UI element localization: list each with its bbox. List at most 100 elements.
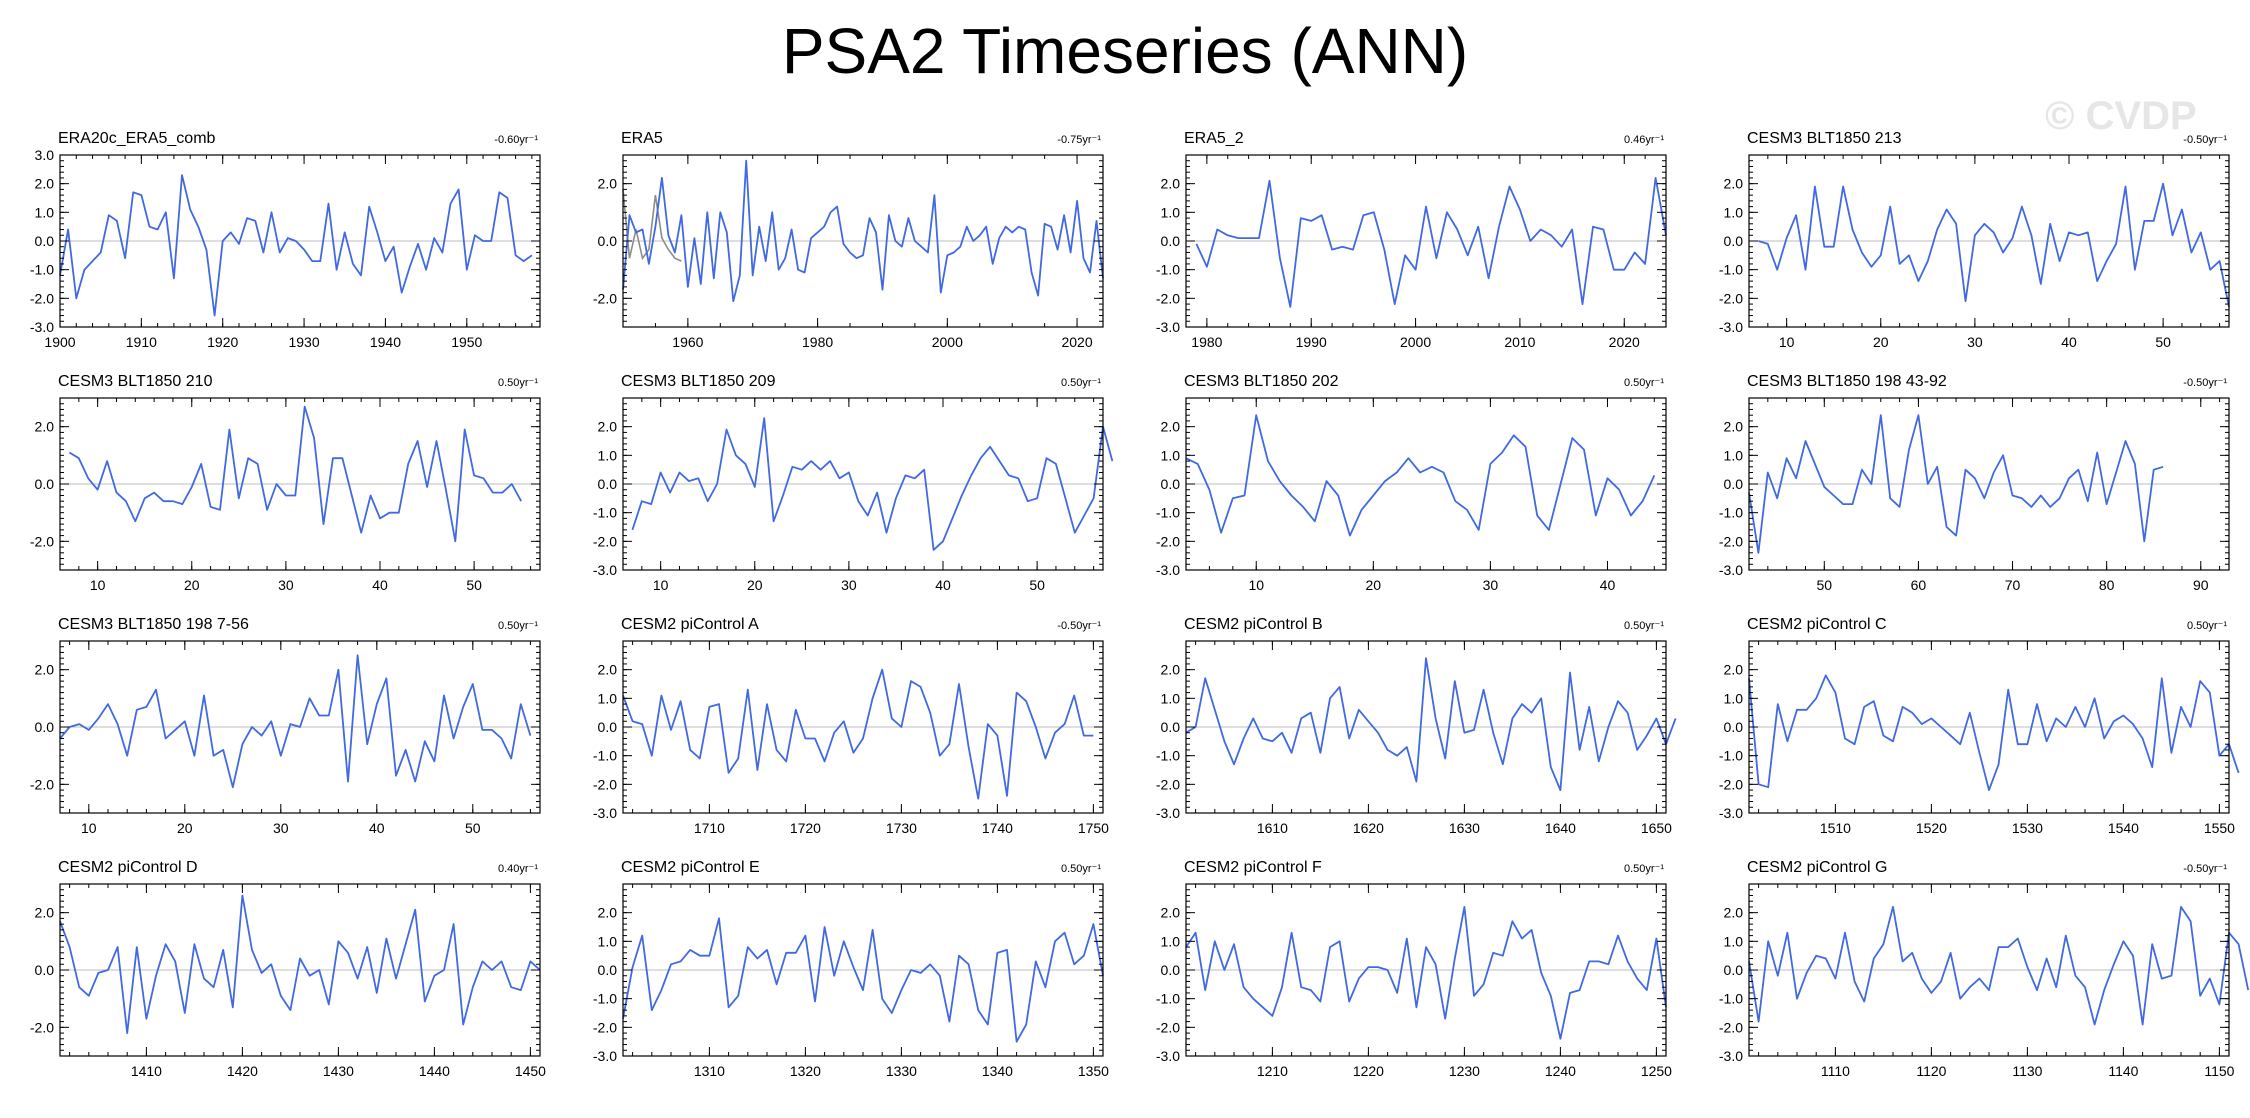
- x-tick-label: 1250: [1641, 1063, 1672, 1079]
- panel-16: CESM2 piControl G -0.50yr⁻¹ 1110 1120 1130 11…: [1719, 859, 2250, 1079]
- y-tick-label: -2.0: [1719, 533, 1743, 549]
- y-tick-label: -2.0: [1156, 1019, 1180, 1035]
- x-tick-label: 1150: [2204, 1063, 2234, 1079]
- y-tick-label: 0.0: [598, 719, 618, 735]
- y-tick-label: 0.0: [598, 233, 618, 249]
- x-tick-label: 1550: [2204, 820, 2235, 836]
- panel-frame: [1185, 640, 1667, 814]
- x-tick-label: 1520: [1916, 820, 1947, 836]
- y-tick-label: 2.0: [35, 662, 55, 678]
- x-tick-label: 1620: [1353, 820, 1384, 836]
- y-tick-label: 2.0: [598, 662, 618, 678]
- y-tick-label: -3.0: [1719, 562, 1743, 578]
- y-tick-label: 0.0: [35, 962, 55, 978]
- panel-title: CESM2 piControl C: [1747, 616, 1887, 633]
- y-tick-label: 2.0: [598, 176, 618, 192]
- series-line: [622, 917, 1104, 1043]
- x-tick-label: 1410: [131, 1063, 162, 1079]
- panel-5: CESM3 BLT1850 210 0.50yr⁻¹ 10 20 30 40 50 -2.0 0…: [30, 373, 541, 593]
- panel-frame: [1748, 883, 2230, 1057]
- x-tick-label: 50: [1817, 577, 1833, 593]
- x-tick-label: 1730: [886, 820, 917, 836]
- series-line: [631, 417, 1114, 551]
- y-tick-label: -2.0: [1156, 290, 1180, 306]
- panel-8: CESM3 BLT1850 198 43-92 -0.50yr⁻¹ 50 60 70 80…: [1719, 373, 2230, 593]
- x-tick-label: 10: [653, 577, 669, 593]
- panel-3: ERA5_2 0.46yr⁻¹ 1980 1990 2000 2010 2020 -3.0 -2…: [1156, 130, 1667, 350]
- y-tick-label: 2.0: [1724, 419, 1744, 435]
- y-tick-label: -3.0: [1156, 805, 1180, 821]
- y-tick-label: -1.0: [1156, 505, 1180, 521]
- x-tick-label: 1110: [1821, 1063, 1850, 1079]
- panel-frame: [1185, 154, 1667, 328]
- panel-title: CESM3 BLT1850 202: [1184, 373, 1339, 390]
- panel-6: CESM3 BLT1850 209 0.50yr⁻¹ 10 20 30 40 50 -3.0 -…: [593, 373, 1114, 593]
- y-tick-label: 1.0: [35, 204, 55, 220]
- y-tick-label: -2.0: [30, 1019, 54, 1035]
- panel-trend: -0.50yr⁻¹: [2183, 377, 2227, 389]
- y-tick-label: -1.0: [1719, 262, 1743, 278]
- panel-title: ERA20c_ERA5_comb: [58, 130, 216, 147]
- y-tick-label: 0.0: [598, 476, 618, 492]
- x-tick-label: 1650: [1641, 820, 1672, 836]
- y-tick-label: -2.0: [593, 1019, 617, 1035]
- panel-frame: [59, 154, 541, 328]
- panel-title: ERA5: [621, 130, 663, 147]
- x-tick-label: 1420: [227, 1063, 258, 1079]
- x-tick-label: 2010: [1504, 334, 1535, 350]
- series-line: [1758, 182, 2230, 308]
- panel-frame: [622, 154, 1104, 328]
- y-tick-label: -3.0: [1156, 319, 1180, 335]
- y-tick-label: 0.0: [35, 719, 55, 735]
- series-line: [68, 405, 522, 543]
- x-tick-label: 20: [747, 577, 763, 593]
- panel-frame: [1748, 397, 2230, 571]
- y-tick-label: 0.0: [1724, 233, 1744, 249]
- x-tick-label: 30: [841, 577, 857, 593]
- x-tick-label: 1980: [802, 334, 833, 350]
- x-tick-label: 1350: [1078, 1063, 1109, 1079]
- panel-14: CESM2 piControl E 0.50yr⁻¹ 1310 1320 1330 134…: [593, 859, 1109, 1079]
- x-tick-label: 1920: [207, 334, 238, 350]
- x-tick-label: 1130: [2012, 1063, 2042, 1079]
- panel-trend: 0.50yr⁻¹: [498, 620, 538, 632]
- x-tick-label: 1330: [886, 1063, 917, 1079]
- x-tick-label: 1930: [288, 334, 319, 350]
- x-tick-label: 40: [935, 577, 951, 593]
- y-tick-label: 0.0: [35, 233, 55, 249]
- y-tick-label: -1.0: [593, 505, 617, 521]
- x-tick-label: 2000: [932, 334, 963, 350]
- x-tick-label: 10: [1779, 334, 1795, 350]
- y-tick-label: -3.0: [1719, 1048, 1743, 1064]
- y-tick-label: -1.0: [1719, 748, 1743, 764]
- x-tick-label: 1310: [694, 1063, 725, 1079]
- x-tick-label: 20: [1873, 334, 1889, 350]
- panel-trend: 0.50yr⁻¹: [1624, 620, 1664, 632]
- x-tick-label: 1540: [2108, 820, 2139, 836]
- y-tick-label: -2.0: [593, 290, 617, 306]
- series-line: [59, 654, 532, 789]
- series-line: [59, 174, 533, 317]
- x-tick-label: 40: [369, 820, 385, 836]
- x-tick-label: 40: [2061, 334, 2077, 350]
- y-tick-label: -2.0: [1719, 1019, 1743, 1035]
- x-tick-label: 1430: [323, 1063, 354, 1079]
- y-tick-label: 0.0: [1161, 476, 1181, 492]
- panel-trend: -0.50yr⁻¹: [1057, 620, 1101, 632]
- x-tick-label: 80: [2099, 577, 2115, 593]
- x-tick-label: 1900: [44, 334, 75, 350]
- x-tick-label: 10: [81, 820, 97, 836]
- y-tick-label: -1.0: [30, 262, 54, 278]
- y-tick-label: -1.0: [1719, 991, 1743, 1007]
- x-tick-label: 1640: [1545, 820, 1576, 836]
- y-tick-label: 2.0: [1161, 905, 1181, 921]
- x-tick-label: 1230: [1449, 1063, 1480, 1079]
- panel-title: CESM3 BLT1850 209: [621, 373, 776, 390]
- y-tick-label: -2.0: [1719, 776, 1743, 792]
- y-tick-label: 1.0: [1724, 933, 1744, 949]
- x-tick-label: 30: [273, 820, 289, 836]
- panel-15: CESM2 piControl F 0.50yr⁻¹ 1210 1220 1230 124…: [1156, 859, 1672, 1079]
- x-tick-label: 30: [1483, 577, 1499, 593]
- x-tick-label: 10: [90, 577, 106, 593]
